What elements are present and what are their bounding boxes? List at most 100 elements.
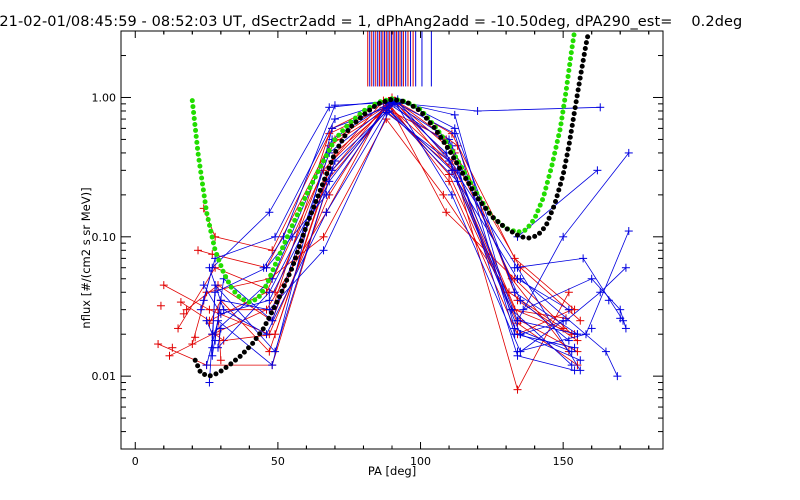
data-point-blue — [271, 232, 280, 241]
data-point-blue — [616, 314, 625, 323]
data-point-blue — [562, 316, 571, 325]
data-point-blue — [587, 324, 596, 333]
data-point-blue — [199, 281, 208, 290]
data-point-blue — [576, 366, 585, 375]
data-point-blue — [259, 263, 268, 272]
data-point-blue — [570, 343, 579, 352]
x-axis-label: PA [deg] — [368, 464, 416, 478]
series-line-blue-15 — [211, 110, 570, 356]
data-point-blue — [516, 274, 525, 283]
data-point-blue — [624, 227, 633, 236]
data-point-blue — [516, 330, 525, 339]
series-line-red-6 — [197, 102, 578, 341]
series-line-blue-23 — [263, 102, 601, 268]
data-point-blue — [330, 115, 339, 124]
data-point-blue — [519, 305, 528, 314]
x-tick-label: 100 — [410, 455, 431, 468]
x-tick-label: 50 — [271, 455, 285, 468]
series-line-blue-14 — [209, 106, 581, 383]
series-line-blue-16 — [200, 98, 578, 335]
series-line-blue-29 — [520, 267, 627, 335]
vertical-lines-layer — [367, 31, 432, 87]
y-tick-label: 1.00 — [92, 91, 117, 104]
model-curve-black — [192, 31, 592, 379]
data-point-blue — [579, 254, 588, 263]
data-point-red — [271, 330, 280, 339]
data-point-red — [576, 316, 585, 325]
data-point-blue — [450, 129, 459, 138]
series-line-red-9 — [214, 101, 578, 352]
data-point-blue — [564, 305, 573, 314]
data-point-blue — [202, 316, 211, 325]
data-point-blue — [265, 296, 274, 305]
data-point-blue — [581, 330, 590, 339]
data-point-blue — [208, 343, 217, 352]
data-point-blue — [587, 274, 596, 283]
data-point-red — [445, 170, 454, 179]
y-tick-label: 0.01 — [92, 370, 117, 383]
data-point-red — [319, 232, 328, 241]
data-point-red — [182, 305, 191, 314]
data-point-blue — [576, 356, 585, 365]
data-point-blue — [330, 101, 339, 110]
data-point-red — [442, 208, 451, 217]
data-point-blue — [205, 378, 214, 387]
x-tick-label: 150 — [553, 455, 574, 468]
data-point-red — [205, 305, 214, 314]
series-line-red-4 — [186, 103, 572, 335]
y-axis-label: nflux [#/(cm2 s sr MeV)] — [79, 187, 93, 328]
data-point-blue — [205, 263, 214, 272]
data-point-blue — [510, 288, 519, 297]
data-point-blue — [567, 361, 576, 370]
data-point-blue — [265, 208, 274, 217]
data-point-blue — [624, 148, 633, 157]
data-point-red — [159, 281, 168, 290]
data-point-red — [513, 385, 522, 394]
data-point-blue — [208, 351, 217, 360]
data-point-red — [156, 301, 165, 310]
series-line-red-1 — [163, 103, 575, 335]
data-point-red — [191, 333, 200, 342]
data-point-blue — [510, 263, 519, 272]
data-point-red — [194, 246, 203, 255]
series-line-blue-22 — [211, 100, 578, 353]
data-point-red — [219, 336, 228, 345]
data-point-blue — [196, 305, 205, 314]
data-point-blue — [559, 232, 568, 241]
data-point-blue — [564, 336, 573, 345]
data-point-blue — [328, 124, 337, 133]
data-point-blue — [596, 103, 605, 112]
axes-layer: 0 50 100 150 0.01 0.10 1.00 — [92, 30, 664, 468]
x-tick-label: 0 — [132, 455, 139, 468]
data-point-red — [188, 340, 197, 349]
data-point-blue — [513, 347, 522, 356]
data-point-blue — [319, 246, 328, 255]
data-point-blue — [265, 288, 274, 297]
data-point-blue — [211, 281, 220, 290]
data-point-blue — [573, 330, 582, 339]
data-point-blue — [322, 190, 331, 199]
data-point-blue — [202, 361, 211, 370]
data-point-blue — [601, 347, 610, 356]
data-point-red — [445, 177, 454, 186]
data-point-blue — [271, 347, 280, 356]
series-line-blue-20 — [206, 100, 575, 349]
data-point-blue — [604, 296, 613, 305]
data-point-blue — [325, 103, 334, 112]
data-point-red — [168, 343, 177, 352]
series-line-blue-27 — [523, 278, 627, 329]
data-point-blue — [262, 330, 271, 339]
data-point-blue — [616, 305, 625, 314]
data-point-blue — [216, 309, 225, 318]
data-point-blue — [621, 263, 630, 272]
data-point-blue — [513, 316, 522, 325]
data-point-blue — [613, 372, 622, 381]
series-line-blue-19 — [209, 111, 581, 371]
data-point-blue — [322, 208, 331, 217]
series-line-red-7 — [203, 98, 575, 311]
data-point-red — [564, 288, 573, 297]
series-line-blue-18 — [217, 101, 564, 353]
data-point-red — [439, 190, 448, 199]
data-point-red — [179, 309, 188, 318]
